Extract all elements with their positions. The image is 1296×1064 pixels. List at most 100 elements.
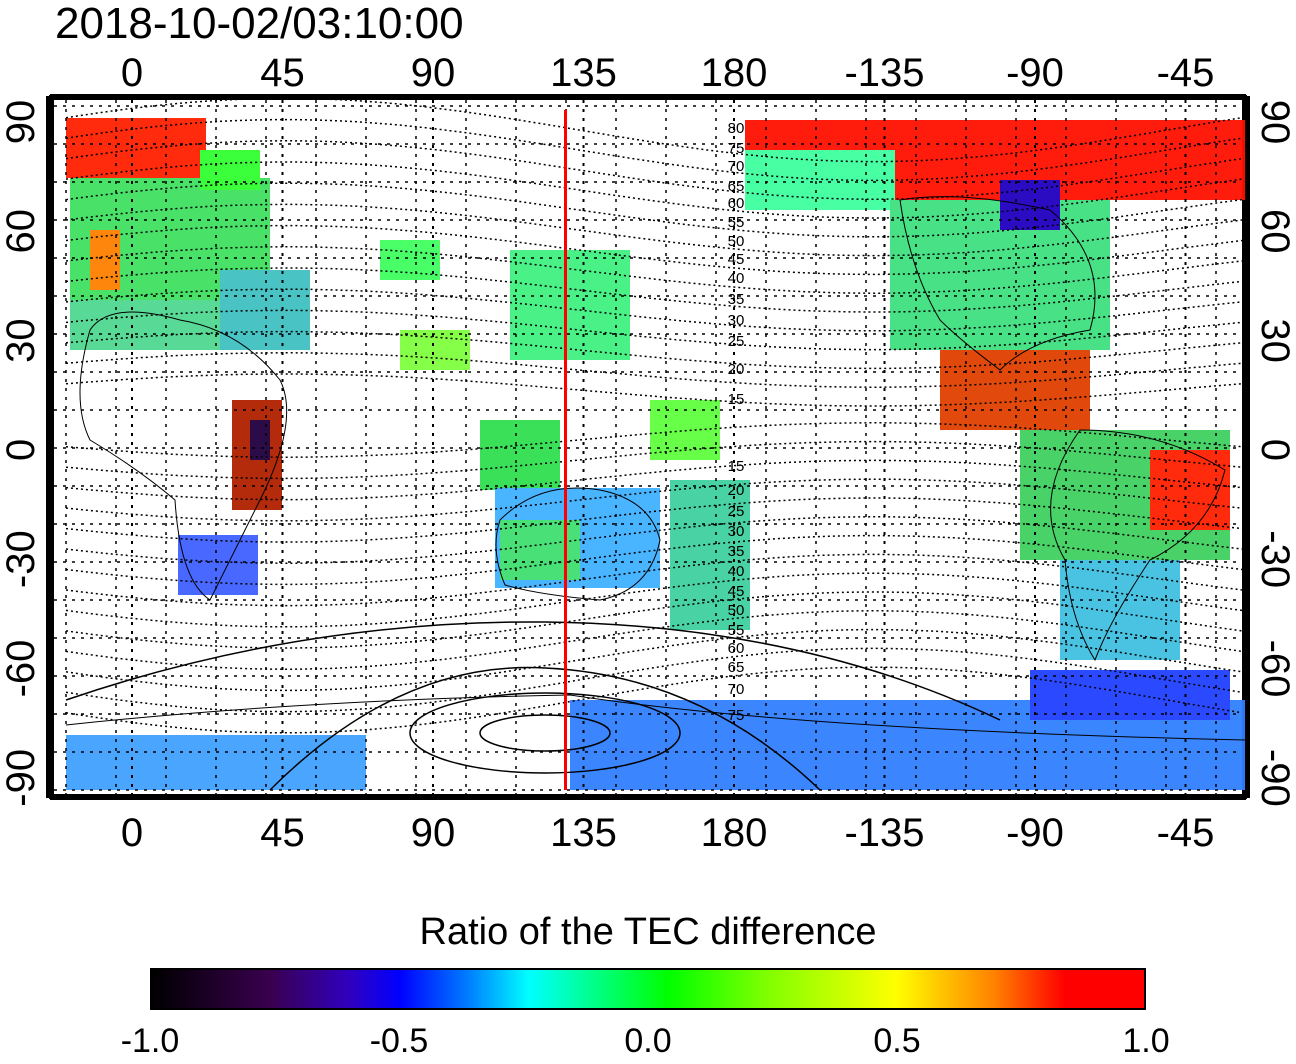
longitude-tick-bottom: 90 (411, 811, 456, 855)
latitude-tick-left: 90 (0, 100, 43, 145)
magnetic-contour-line (65, 647, 1243, 713)
patch-hudson-bay (1000, 180, 1060, 230)
patch-central-asia (380, 240, 440, 280)
longitude-tick-bottom: -90 (1006, 811, 1064, 855)
magnetic-contour-line (65, 534, 1243, 586)
patch-scandinavia (200, 150, 260, 190)
contour-label: 45 (728, 251, 745, 268)
coastlines (65, 196, 1246, 741)
contour-label: 30 (728, 523, 745, 540)
patch-central-america (940, 350, 1090, 430)
contour-label: 35 (728, 291, 745, 308)
timestamp-title: 2018-10-02/03:10:00 (55, 0, 464, 48)
latitude-tick-left: 0 (0, 439, 43, 461)
longitude-tick-top: -135 (844, 51, 924, 95)
patch-pacific (650, 400, 720, 460)
contour-label: 70 (728, 681, 745, 698)
longitude-ticks-top: 0 45 90 135 180 -135 -90 -45 (121, 51, 1215, 95)
magnetic-contour-line (65, 161, 1243, 219)
contour-label: 15 (728, 391, 745, 408)
patch-south-america-south (1060, 560, 1180, 660)
patch-antarctic-west (66, 735, 366, 790)
magnetic-contours (65, 97, 1243, 734)
longitude-tick-bottom: 135 (550, 811, 617, 855)
magnetic-contour-line (65, 140, 1243, 200)
patch-south-africa (178, 535, 258, 595)
magnetic-contour-line (65, 224, 1243, 276)
contour-labels: 8075706560555045403530252015152025303540… (728, 120, 745, 724)
tec-data-patches (66, 118, 1245, 790)
magnetic-contour-line (65, 352, 1243, 388)
latitude-tick-right: 0 (1253, 439, 1296, 461)
contour-label: 55 (728, 214, 745, 231)
south-polar-contours (65, 621, 1001, 791)
contour-label: 40 (728, 270, 745, 287)
contour-label: 75 (728, 707, 745, 724)
longitude-tick-top: 0 (121, 51, 143, 95)
contour-label: 25 (728, 503, 745, 520)
contour-label: 50 (728, 602, 745, 619)
contour-label: 65 (728, 659, 745, 676)
longitude-tick-bottom: 0 (121, 811, 143, 855)
magnetic-contour-line (65, 97, 1243, 163)
magnetic-contour-line (65, 246, 1243, 294)
colorbar-tick: 1.0 (1122, 1022, 1170, 1060)
magnetic-contour-line (65, 330, 1243, 370)
contour-label: 35 (728, 543, 745, 560)
top-edge-bar (50, 94, 1246, 100)
magnetic-contour-line (65, 288, 1243, 332)
colorbar-tick: -1.0 (120, 1022, 180, 1060)
graticule (54, 100, 1242, 794)
left-edge-bar (46, 96, 54, 798)
contour-label: 50 (728, 233, 745, 250)
patch-antarctic-peninsula (1030, 670, 1230, 720)
patch-india (400, 330, 470, 370)
latitude-tick-left: -60 (0, 640, 43, 698)
longitude-tick-top: 135 (550, 51, 617, 95)
contour-label: 65 (728, 178, 745, 195)
magnetic-contour-line (65, 553, 1243, 607)
contour-label: 75 (728, 140, 745, 157)
magnetic-contour-line (65, 118, 1243, 182)
patch-alaska (745, 150, 895, 210)
patch-australia-west (500, 520, 580, 580)
latitude-ticks-left: 90 60 30 0 -30 -60 -90 (0, 100, 43, 807)
latitude-tick-right: -60 (1253, 640, 1296, 698)
bottom-edge-bar (50, 794, 1246, 800)
contour-label: 30 (728, 312, 745, 329)
latitude-tick-left: 60 (0, 209, 43, 254)
longitude-ticks-bottom: 0 45 90 135 180 -135 -90 -45 (121, 811, 1215, 855)
latitude-tick-right: -30 (1253, 530, 1296, 588)
colorbar-tick: 0.5 (873, 1022, 921, 1060)
magnetic-contour-line (65, 309, 1243, 351)
magnetic-contour-line (65, 516, 1243, 564)
longitude-tick-bottom: 45 (260, 811, 305, 855)
colorbar-tick: -0.5 (369, 1022, 429, 1060)
magnetic-contour-line (65, 440, 1243, 480)
patch-north-africa (70, 300, 220, 350)
magnetic-contour-line (65, 610, 1243, 670)
contour-label: 55 (728, 622, 745, 639)
latitude-tick-right: 60 (1253, 209, 1296, 254)
colorbar-title: Ratio of the TEC difference (419, 911, 877, 953)
longitude-tick-top: 180 (701, 51, 768, 95)
colorbar (150, 968, 1146, 1010)
magnetic-contour-line (65, 267, 1243, 313)
longitude-tick-top: -45 (1157, 51, 1215, 95)
contour-label: 80 (728, 120, 745, 137)
magnetic-contour-line (65, 497, 1243, 543)
tec-map: 0 45 90 135 180 -135 -90 -45 0 45 90 135 180 -135 -90… (0, 51, 1296, 855)
patch-east-africa-dark (250, 420, 270, 460)
latitude-tick-right: -90 (1253, 749, 1296, 807)
longitude-tick-bottom: -45 (1157, 811, 1215, 855)
longitude-tick-top: 45 (260, 51, 305, 95)
contour-label: 20 (728, 482, 745, 499)
magnetic-contour-line (65, 572, 1243, 628)
magnetic-contour-line (65, 182, 1243, 238)
latitude-tick-left: 30 (0, 318, 43, 363)
contour-label: 60 (728, 640, 745, 657)
contour-label: 15 (728, 458, 745, 475)
magnetic-contour-line (65, 628, 1243, 692)
contour-label: 40 (728, 563, 745, 580)
patch-east-asia (510, 250, 630, 360)
